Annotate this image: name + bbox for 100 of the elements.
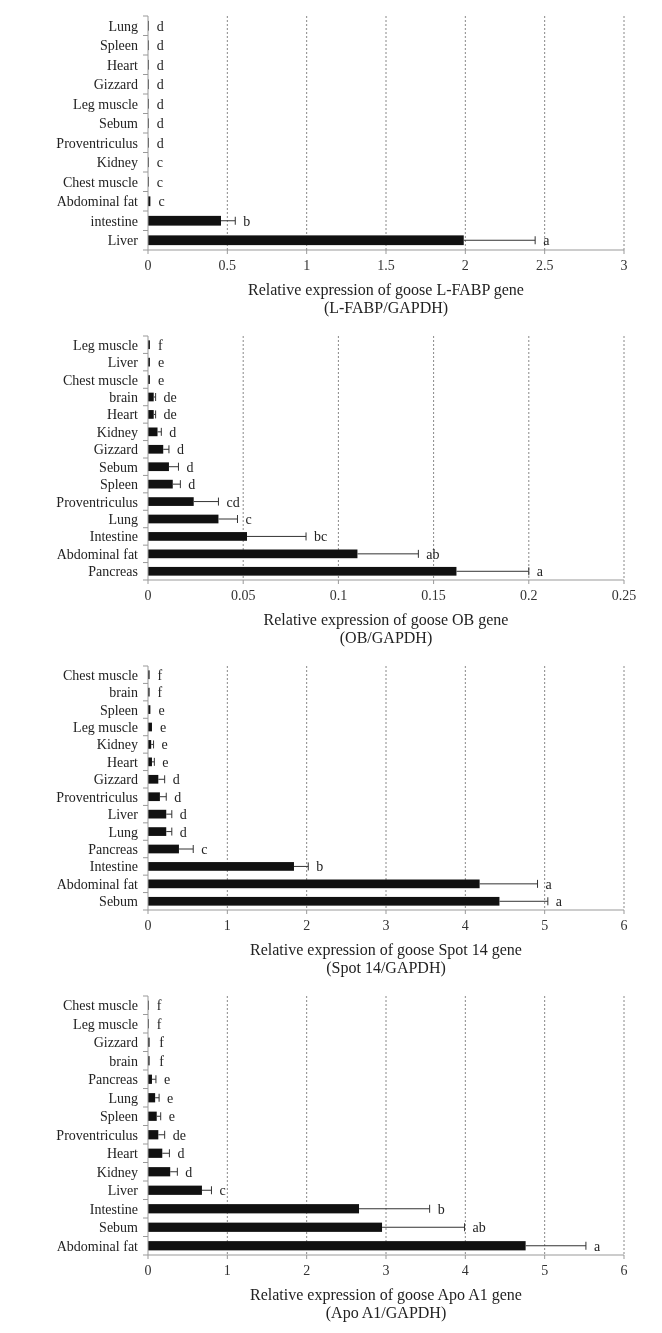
annotation: c: [245, 512, 252, 527]
y-tick-label: Intestine: [89, 529, 138, 545]
annotation: a: [543, 233, 551, 249]
annotation: a: [555, 894, 563, 910]
x-tick-label: 2.5: [535, 258, 554, 273]
y-tick-label: Gizzard: [93, 1035, 138, 1051]
annotation: c: [156, 155, 164, 171]
y-tick-label: Heart: [106, 57, 139, 73]
y-tick-label: Leg muscle: [73, 96, 138, 112]
y-tick-label: Pancreas: [88, 842, 138, 857]
annotation: c: [219, 1183, 226, 1199]
x-tick-label: 1: [303, 258, 311, 273]
x-tick-label: 1: [223, 918, 231, 933]
y-tick-label: Heart: [106, 407, 139, 423]
annotation: de: [172, 1127, 186, 1143]
y-tick-label: Kidney: [96, 737, 138, 753]
y-tick-label: Chest muscle: [62, 372, 138, 388]
annotation: f: [156, 1016, 162, 1032]
x-tick-label: 0: [144, 588, 152, 603]
y-tick-label: Liver: [107, 807, 139, 823]
annotation: d: [177, 1146, 185, 1162]
annotation: d: [156, 38, 164, 54]
y-tick-label: Heart: [106, 1146, 139, 1162]
x-tick-label: 0: [144, 918, 152, 933]
x-tick-label: 4: [461, 918, 469, 933]
y-tick-label: Gizzard: [93, 772, 138, 788]
x-tick-label: 2: [303, 1263, 311, 1278]
y-tick-label: Sebum: [99, 1220, 139, 1236]
annotation: e: [161, 737, 168, 753]
annotation: e: [168, 1109, 175, 1125]
x-tick-label: 0.2: [520, 588, 538, 603]
y-tick-label: Spleen: [99, 38, 138, 54]
annotation: f: [159, 1035, 165, 1051]
y-tick-label: Leg muscle: [73, 337, 138, 353]
y-tick-label: Liver: [107, 1183, 139, 1199]
y-tick-label: Liver: [107, 233, 139, 249]
y-tick-label: Lung: [108, 824, 138, 840]
annotation: d: [172, 772, 180, 788]
y-tick-label: Sebum: [99, 459, 139, 475]
y-tick-label: Leg muscle: [73, 720, 138, 735]
annotation: b: [316, 859, 324, 875]
annotation: b: [243, 213, 251, 229]
annotation: f: [157, 667, 163, 683]
x-tick-label: 6: [620, 1263, 628, 1278]
x-tick-label: 0.5: [218, 258, 237, 273]
y-tick-label: Proventriculus: [56, 789, 138, 805]
annotation: e: [157, 372, 165, 388]
annotation: e: [157, 355, 165, 371]
annotation: c: [201, 842, 208, 857]
x-tick-label: 5: [541, 918, 549, 933]
y-tick-label: Gizzard: [93, 77, 138, 93]
annotation: d: [186, 459, 194, 475]
y-tick-label: Heart: [106, 754, 139, 770]
x-tick-label: 0.15: [421, 588, 446, 603]
x-tick-label: 5: [541, 1263, 549, 1278]
annotation: e: [163, 1072, 171, 1088]
y-tick-label: Spleen: [99, 702, 138, 718]
y-tick-label: Kidney: [96, 155, 138, 171]
y-tick-label: Lung: [108, 1090, 138, 1106]
x-tick-label: 0.05: [230, 588, 256, 603]
annotation: a: [536, 564, 544, 580]
y-tick-label: Abdominal fat: [56, 876, 139, 892]
y-tick-label: Gizzard: [93, 442, 138, 458]
annotation: e: [159, 720, 167, 735]
y-tick-label: Intestine: [89, 859, 138, 875]
x-tick-label: 0: [144, 1263, 152, 1278]
annotation: de: [163, 390, 177, 405]
y-tick-label: brain: [109, 685, 138, 701]
x-tick-label: 3: [620, 258, 628, 273]
x-tick-label: 1.5: [377, 258, 395, 273]
annotation: f: [156, 998, 162, 1014]
y-tick-label: Kidney: [96, 1164, 138, 1180]
annotation: d: [179, 824, 187, 840]
y-tick-label: Proventriculus: [56, 494, 138, 510]
x-axis-title: Relative expression of goose OB gene (OB/GAPDH): [263, 611, 509, 647]
y-tick-label: Sebum: [99, 894, 139, 910]
annotation: a: [545, 876, 553, 892]
y-tick-label: Kidney: [96, 424, 138, 440]
annotation: d: [176, 442, 184, 458]
x-tick-label: 0.1: [329, 588, 348, 603]
x-tick-label: 2: [461, 258, 469, 273]
annotation: d: [156, 77, 164, 93]
y-tick-label: Abdominal fat: [56, 1238, 139, 1254]
y-tick-label: Abdominal fat: [56, 194, 139, 210]
y-tick-label: Pancreas: [88, 1072, 138, 1088]
x-tick-label: 3: [382, 1263, 390, 1278]
x-tick-label: 6: [620, 918, 628, 933]
annotation: d: [156, 116, 164, 132]
y-tick-label: brain: [109, 1053, 138, 1069]
y-tick-label: Spleen: [99, 477, 138, 493]
annotation: d: [179, 807, 187, 823]
y-tick-label: Pancreas: [88, 564, 138, 580]
annotation: d: [185, 1164, 193, 1180]
x-tick-label: 0: [144, 258, 152, 273]
x-tick-label: 0.25: [611, 588, 637, 603]
y-tick-label: Sebum: [99, 116, 139, 132]
annotation: c: [158, 194, 165, 210]
y-tick-label: Proventriculus: [56, 1127, 138, 1143]
y-tick-label: Intestine: [89, 1201, 138, 1217]
y-tick-label: intestine: [90, 213, 138, 229]
